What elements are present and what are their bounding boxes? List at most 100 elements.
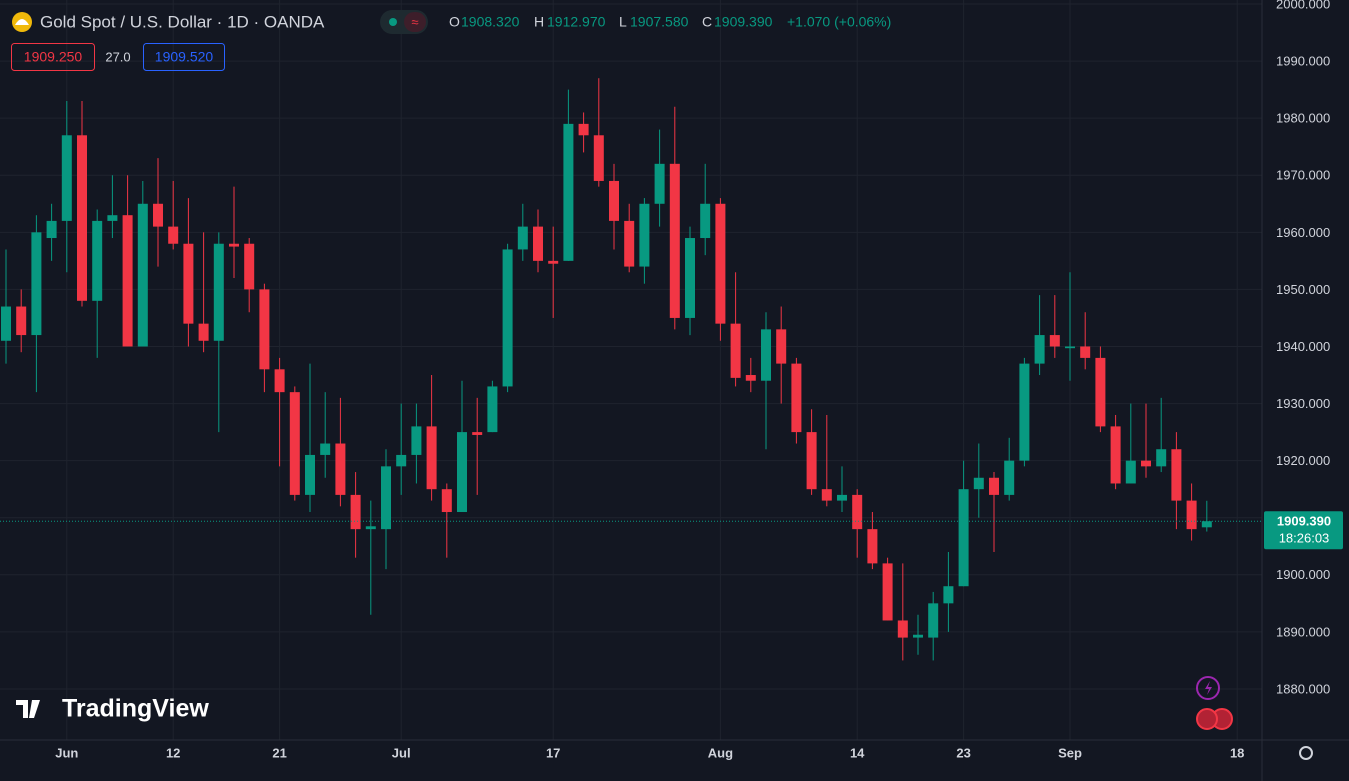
market-status — [389, 18, 397, 26]
toggle-icon: ≈ — [411, 14, 418, 29]
y-tick-label: 1950.000 — [1276, 282, 1330, 297]
candle-body — [517, 226, 528, 250]
x-tick-label: Sep — [1058, 745, 1082, 760]
candle-body — [335, 443, 346, 495]
buy-button[interactable] — [143, 43, 225, 71]
candle-body — [852, 494, 863, 530]
candle-body — [791, 363, 802, 433]
price-tag-countdown: 18:26:03 — [1279, 531, 1330, 546]
y-tick-label: 1990.000 — [1276, 54, 1330, 69]
x-tick-label: 23 — [956, 745, 970, 760]
symbol-title[interactable]: Gold Spot / U.S. Dollar · 1D · OANDA — [40, 12, 325, 31]
toggle[interactable] — [404, 12, 426, 32]
candle-body — [913, 634, 923, 638]
ohlc-value: 1909.390 — [714, 14, 773, 30]
logo-mark — [16, 700, 40, 718]
candle-body — [92, 220, 103, 301]
candle-body — [320, 443, 331, 455]
events-icon-glyph — [1205, 681, 1212, 695]
y-tick-label: 1980.000 — [1276, 111, 1330, 126]
candle-body — [1125, 460, 1136, 484]
candle-body — [821, 489, 832, 501]
candle-body — [1201, 521, 1212, 528]
candle-body — [107, 215, 118, 221]
logo[interactable]: TradingView — [62, 695, 209, 723]
candle-body — [46, 220, 57, 239]
candle-body — [16, 306, 27, 336]
candle-body — [198, 323, 209, 341]
ohlc-change: +1.070 (+0.06%) — [787, 14, 891, 30]
x-tick-label: 14 — [850, 745, 865, 760]
candle-body — [137, 203, 148, 347]
y-tick-label: 1940.000 — [1276, 339, 1330, 354]
candle-body — [593, 135, 604, 181]
candle-body — [806, 432, 817, 490]
x-tick-label: Jul — [392, 745, 411, 760]
candle-body — [61, 135, 72, 221]
candle-body — [1171, 449, 1182, 501]
candle-body — [578, 123, 589, 136]
candle-body — [776, 329, 787, 364]
price-tag-value: 1909.390 — [1277, 514, 1331, 529]
candle-body — [1, 306, 11, 341]
ohlc-value: 1912.970 — [547, 14, 606, 30]
y-tick-label: 1920.000 — [1276, 453, 1330, 468]
candle-body — [229, 243, 239, 247]
candle-body — [289, 392, 300, 495]
candles — [1, 78, 1212, 661]
candle-body — [1186, 500, 1197, 530]
candle-body — [1049, 335, 1060, 347]
candle-body — [168, 226, 179, 244]
candle-body — [563, 123, 574, 261]
candle-body — [1110, 426, 1121, 484]
candle-body — [487, 386, 498, 433]
ohlc-label: L — [619, 14, 627, 30]
candle-body — [365, 526, 376, 530]
candle-body — [502, 249, 513, 387]
y-tick-label: 1880.000 — [1276, 681, 1330, 696]
candle-body — [730, 323, 741, 378]
candle-body — [1095, 357, 1106, 427]
candle-body — [396, 454, 407, 467]
economic-event[interactable] — [1196, 708, 1218, 730]
candle-body — [609, 180, 619, 221]
candle-body — [1156, 449, 1167, 467]
candle-body — [1065, 346, 1075, 349]
events-icon[interactable] — [1196, 676, 1220, 700]
x-tick-label: 17 — [546, 745, 560, 760]
candle-body — [31, 232, 42, 336]
ohlc-label: C — [702, 14, 712, 30]
candle-body — [77, 135, 87, 301]
spread: 27.0 — [105, 49, 130, 64]
x-tick-label: Aug — [708, 745, 733, 760]
candle-body — [669, 163, 680, 318]
x-tick-label: Jun — [55, 745, 78, 760]
candle-body — [153, 203, 163, 227]
ohlc-label: H — [534, 14, 544, 30]
candle-body — [1004, 460, 1015, 495]
candle-body — [973, 477, 984, 490]
candle-body — [943, 586, 954, 604]
candle-body — [548, 260, 559, 264]
candle-body — [928, 603, 939, 638]
candle-body — [441, 489, 452, 513]
y-tick-label: 2000.000 — [1276, 0, 1330, 11]
candle-body — [761, 329, 771, 381]
candle-body — [426, 426, 437, 490]
sell-price: 1909.250 — [24, 49, 83, 65]
candle-body — [259, 289, 270, 370]
candle-body — [1019, 363, 1030, 461]
buy-price: 1909.520 — [155, 49, 214, 65]
candle-body — [897, 620, 908, 638]
y-tick-label: 1930.000 — [1276, 396, 1330, 411]
y-tick-label: 1960.000 — [1276, 225, 1330, 240]
candle-body — [700, 203, 711, 239]
candle-body — [457, 432, 467, 513]
candle-body — [213, 243, 224, 341]
candle-body — [411, 426, 422, 455]
settings-button[interactable] — [1299, 746, 1313, 760]
sell-button[interactable] — [11, 43, 95, 71]
candle-body — [685, 238, 695, 318]
candle-body — [122, 215, 133, 347]
